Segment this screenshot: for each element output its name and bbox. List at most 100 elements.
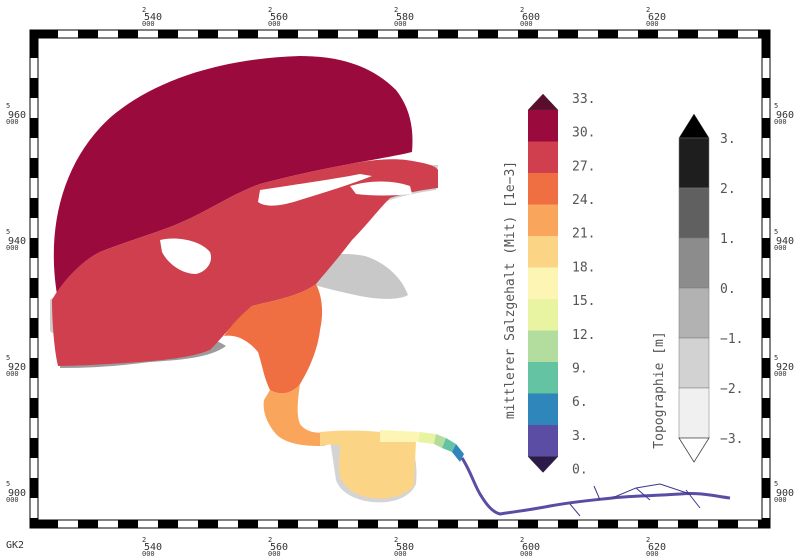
frame-segment (438, 30, 458, 38)
salinity-tick-label: 27. (572, 159, 595, 174)
salinity-segment (528, 362, 558, 394)
salinity-segment (528, 204, 558, 236)
svg-text:000: 000 (6, 496, 19, 504)
frame-segment (598, 30, 618, 38)
salinity-tick-label: 9. (572, 361, 588, 376)
svg-text:600: 600 (522, 542, 540, 553)
frame-segment (278, 520, 298, 528)
river-tributaries (569, 483, 701, 517)
frame-segment (762, 158, 770, 178)
salinity-segment (528, 267, 558, 299)
svg-text:2: 2 (142, 6, 146, 14)
frame-corner (762, 30, 770, 38)
salinity-tick-label: 18. (572, 260, 595, 275)
frame-segment (38, 520, 58, 528)
svg-text:960: 960 (776, 110, 794, 121)
frame-segment (762, 38, 770, 58)
river-channel-fresh (460, 457, 731, 516)
svg-text:5: 5 (774, 354, 778, 362)
frame-segment (158, 520, 178, 528)
frame-segment (762, 398, 770, 418)
salinity-tick-label: 0. (572, 463, 588, 478)
frame-segment (478, 520, 498, 528)
frame-segment (762, 198, 770, 218)
island-west (160, 238, 212, 274)
frame-segment (30, 198, 38, 218)
frame-segment (358, 30, 378, 38)
topography-tick-label: −3. (720, 432, 743, 447)
svg-text:5: 5 (6, 480, 10, 488)
frame-segment (638, 520, 658, 528)
salinity-zone-15-18 (380, 430, 420, 442)
svg-text:2: 2 (268, 6, 272, 14)
salinity-segment (528, 173, 558, 205)
frame-segment (762, 278, 770, 298)
frame-corner (30, 520, 38, 528)
svg-text:000: 000 (268, 550, 281, 558)
topography-tick-label: 1. (720, 232, 736, 247)
frame-segment (198, 30, 218, 38)
topography-segment (678, 237, 710, 289)
topography-colorbar: 3. 2. 1. 0. −1. −2. −3. (678, 113, 743, 463)
frame-segment (762, 518, 770, 520)
salinity-colorbar-title: mittlerer Salzgehalt (Mit) [1e−3] (503, 161, 518, 419)
svg-text:5: 5 (774, 480, 778, 488)
svg-text:000: 000 (646, 20, 659, 28)
frame-segment (758, 520, 762, 528)
svg-text:940: 940 (776, 236, 794, 247)
frame-segment (478, 30, 498, 38)
frame-segment (678, 30, 698, 38)
salinity-tick-label: 12. (572, 328, 595, 343)
svg-text:2: 2 (268, 536, 272, 544)
salinity-zone-12-15 (418, 432, 436, 444)
salinity-tick-label: 21. (572, 227, 595, 242)
frame-segment (238, 30, 258, 38)
svg-text:000: 000 (6, 118, 19, 126)
frame-segment (30, 38, 38, 58)
frame-segment (118, 30, 138, 38)
topography-tick-label: 0. (720, 282, 736, 297)
salinity-zone-6-9 (442, 438, 456, 452)
frame-segment (318, 520, 338, 528)
frame-segment (30, 238, 38, 258)
svg-text:000: 000 (774, 370, 787, 378)
frame-segment (638, 30, 658, 38)
svg-text:540: 540 (144, 12, 162, 23)
svg-text:000: 000 (646, 550, 659, 558)
frame-segment (598, 520, 618, 528)
topography-segment (678, 287, 710, 339)
svg-text:5: 5 (6, 228, 10, 236)
svg-text:5: 5 (774, 228, 778, 236)
frame-segment (78, 30, 98, 38)
svg-text:900: 900 (8, 488, 26, 499)
frame-segment (30, 158, 38, 178)
frame-segment (558, 520, 578, 528)
salinity-segment (528, 425, 558, 457)
svg-text:000: 000 (6, 244, 19, 252)
svg-text:2: 2 (520, 6, 524, 14)
salinity-tick-label: 30. (572, 126, 595, 141)
svg-text:000: 000 (774, 496, 787, 504)
topography-tick-label: −1. (720, 332, 743, 347)
frame-segment (762, 358, 770, 378)
frame-segment (30, 478, 38, 498)
topography-segment (678, 137, 710, 189)
salinity-zone-18-21 (320, 430, 416, 499)
salinity-segment (528, 299, 558, 331)
frame-segment (762, 478, 770, 498)
salinity-tick-label: 6. (572, 395, 588, 410)
topography-colorbar-title: Topographie [m] (652, 331, 667, 448)
topography-segment (678, 187, 710, 239)
salinity-zone-30-33 (53, 56, 413, 300)
island-north (258, 174, 372, 206)
svg-text:000: 000 (774, 244, 787, 252)
svg-text:920: 920 (776, 362, 794, 373)
